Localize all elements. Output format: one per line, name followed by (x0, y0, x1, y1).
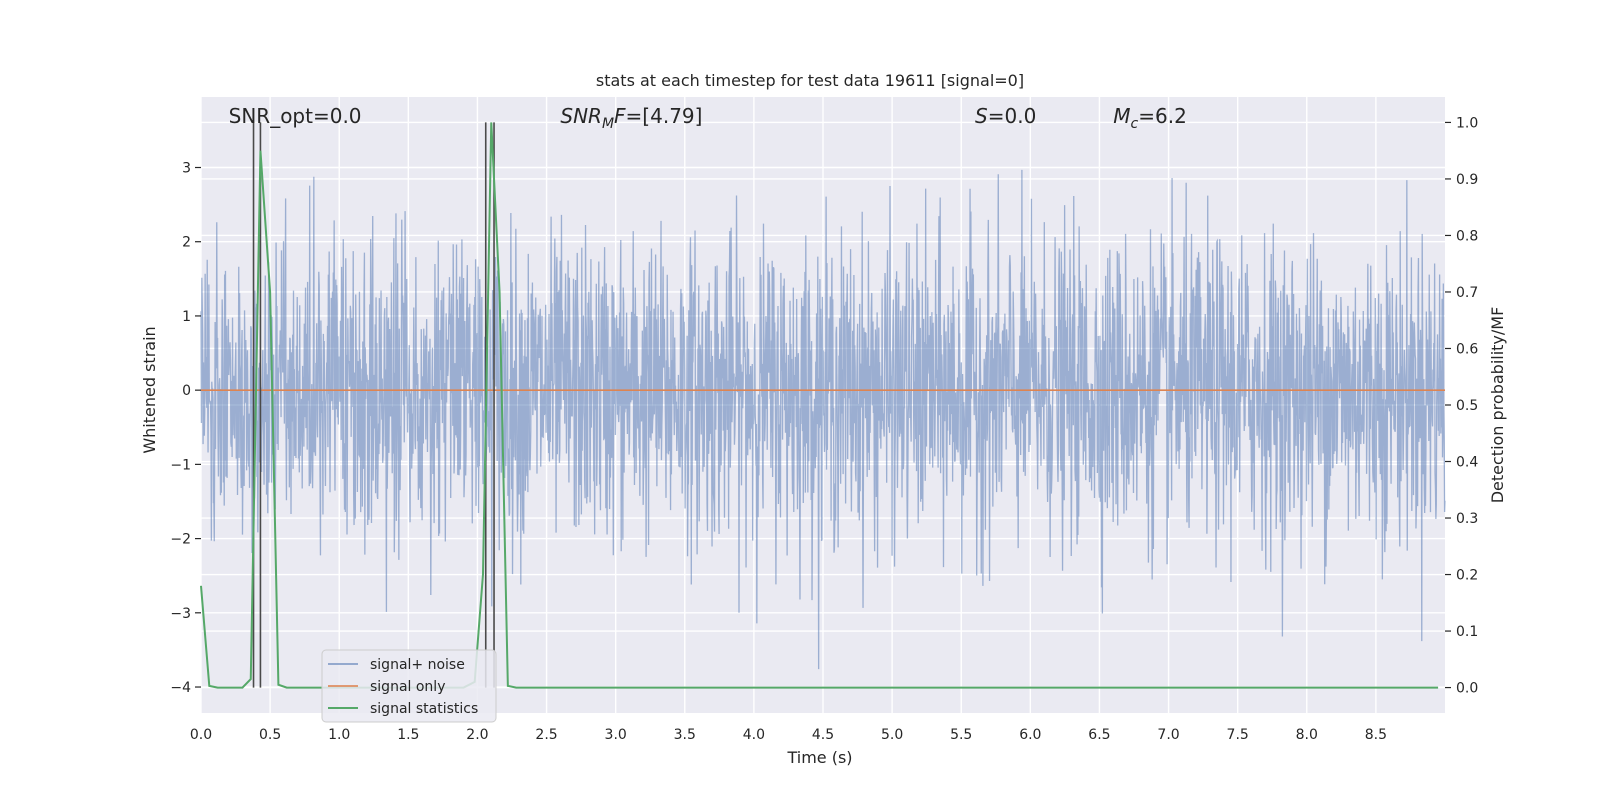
y-left-axis-ticks: −4 −3 −2 −1 0 1 2 3 (170, 161, 201, 696)
annotations: SNR_opt=0.0 SNRMF=[4.79] S=0.0 Mc=6.2 (229, 104, 1187, 132)
annotation-text: SNR_opt=0.0 (229, 104, 362, 128)
legend-label: signal+ noise (370, 657, 465, 673)
x-axis-label: Time (s) (786, 748, 852, 767)
y-right-tick-label: 0.1 (1456, 624, 1478, 640)
y-right-tick-label: 0.8 (1456, 228, 1478, 244)
x-tick-label: 0.0 (190, 727, 212, 743)
x-axis-ticks: 0.0 0.5 1.0 1.5 2.0 2.5 3.0 3.5 4.0 4.5 5.0 5.5 6.0 6… (190, 727, 1387, 743)
x-tick-label: 4.0 (743, 727, 765, 743)
y-left-tick-label: −4 (170, 680, 191, 696)
x-tick-label: 7.5 (1227, 727, 1249, 743)
legend-box (321, 649, 497, 723)
x-tick-label: 6.0 (1019, 727, 1041, 743)
chart-title: stats at each timestep for test data 196… (596, 71, 1024, 90)
x-tick-label: 4.5 (812, 727, 834, 743)
x-tick-label: 7.0 (1157, 727, 1179, 743)
y-right-tick-label: 0.2 (1456, 568, 1478, 584)
x-tick-label: 2.0 (466, 727, 488, 743)
x-tick-label: 8.5 (1365, 727, 1387, 743)
y-right-tick-label: 0.5 (1456, 398, 1478, 414)
x-tick-label: 2.5 (535, 727, 557, 743)
y-right-tick-label: 0.7 (1456, 285, 1478, 301)
x-tick-label: 1.0 (328, 727, 350, 743)
annotation-text: SNRMF=[4.79] (560, 104, 702, 132)
annotation-text: S=0.0 (975, 104, 1036, 128)
y-left-tick-label: −1 (170, 457, 191, 473)
noise-trace (200, 169, 1446, 670)
y-left-tick-label: 0 (182, 383, 191, 399)
y-right-axis-label: Detection probability/MF (1488, 307, 1507, 504)
x-tick-label: 3.5 (674, 727, 696, 743)
y-left-tick-label: 1 (182, 309, 191, 325)
x-tick-label: 5.5 (950, 727, 972, 743)
legend: signal+ noise signal only signal statistic… (321, 649, 497, 723)
annotation-text: Mc=6.2 (1113, 104, 1187, 132)
x-tick-label: 3.0 (605, 727, 627, 743)
series-signal-noise (200, 169, 1446, 670)
y-right-tick-label: 0.6 (1456, 341, 1478, 357)
y-right-tick-label: 0.3 (1456, 511, 1478, 527)
y-right-tick-label: 0.4 (1456, 455, 1478, 471)
y-left-tick-label: −2 (170, 532, 191, 548)
legend-label: signal only (370, 679, 445, 695)
y-right-tick-label: 1.0 (1456, 115, 1478, 131)
y-right-axis-ticks: 0.0 0.1 0.2 0.3 0.4 0.5 0.6 0.7 0.8 0.9 1.0 (1445, 115, 1478, 697)
y-right-tick-label: 0.0 (1456, 681, 1478, 697)
y-right-tick-label: 0.9 (1456, 172, 1478, 188)
x-tick-label: 5.0 (881, 727, 903, 743)
y-left-axis-label: Whitened strain (140, 326, 159, 453)
y-left-tick-label: 2 (182, 235, 191, 251)
x-tick-label: 8.0 (1296, 727, 1318, 743)
y-left-tick-label: −3 (170, 606, 191, 622)
x-tick-label: 6.5 (1088, 727, 1110, 743)
x-tick-label: 0.5 (259, 727, 281, 743)
y-left-tick-label: 3 (182, 161, 191, 177)
legend-label: signal statistics (370, 701, 478, 717)
x-tick-label: 1.5 (397, 727, 419, 743)
